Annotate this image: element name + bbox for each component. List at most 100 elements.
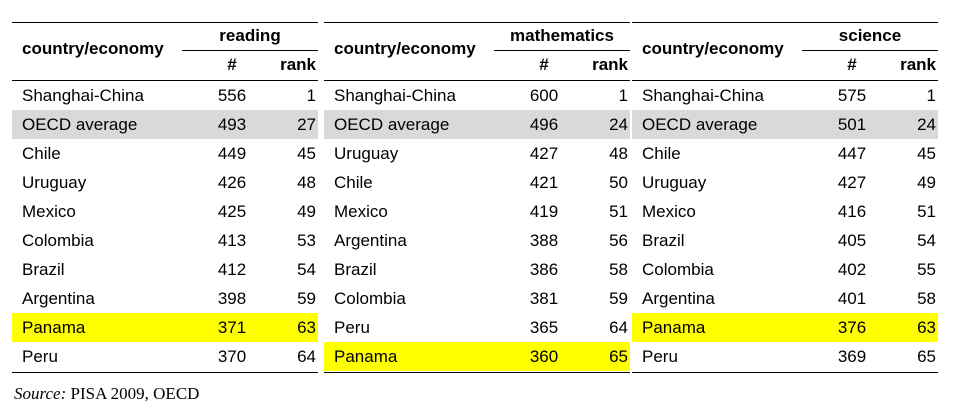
column-header: country/economy xyxy=(334,39,476,58)
source-note: Source: PISA 2009, OECD xyxy=(14,384,199,402)
rank-cell: 45 xyxy=(297,144,316,163)
country-cell: Panama xyxy=(642,318,706,337)
score-cell: 419 xyxy=(529,202,559,221)
header-bottom-rule xyxy=(632,80,938,81)
score-cell: 447 xyxy=(837,144,867,163)
country-cell: Argentina xyxy=(22,289,95,308)
rank-header: rank xyxy=(900,55,936,74)
rank-cell: 56 xyxy=(609,231,628,250)
score-cell: 386 xyxy=(529,260,559,279)
score-cell: 449 xyxy=(217,144,247,163)
score-cell: 398 xyxy=(217,289,247,308)
bottom-rule xyxy=(12,372,318,373)
header-rule xyxy=(182,50,318,51)
rank-cell: 53 xyxy=(297,231,316,250)
score-cell: 381 xyxy=(529,289,559,308)
country-cell: Mexico xyxy=(22,202,76,221)
score-header: # xyxy=(539,55,549,74)
country-cell: OECD average xyxy=(642,115,758,134)
row-highlight xyxy=(12,110,318,139)
rank-cell: 50 xyxy=(609,173,628,192)
score-cell: 493 xyxy=(217,115,247,134)
score-cell: 501 xyxy=(837,115,867,134)
top-rule xyxy=(12,22,318,23)
row-highlight xyxy=(324,342,630,371)
rank-cell: 51 xyxy=(917,202,936,221)
country-cell: Brazil xyxy=(642,231,685,250)
score-cell: 425 xyxy=(217,202,247,221)
rank-cell: 65 xyxy=(609,347,628,366)
country-cell: Uruguay xyxy=(642,173,707,192)
country-cell: Colombia xyxy=(22,231,94,250)
score-cell: 365 xyxy=(529,318,559,337)
rank-cell: 49 xyxy=(917,173,936,192)
header-bottom-rule xyxy=(324,80,630,81)
rank-cell: 24 xyxy=(917,115,936,134)
rank-cell: 63 xyxy=(917,318,936,337)
country-cell: Mexico xyxy=(642,202,696,221)
score-header: # xyxy=(847,55,857,74)
country-cell: Panama xyxy=(334,347,398,366)
country-cell: OECD average xyxy=(22,115,138,134)
country-cell: Argentina xyxy=(334,231,407,250)
score-cell: 360 xyxy=(529,347,559,366)
country-cell: Peru xyxy=(22,347,58,366)
country-cell: Mexico xyxy=(334,202,388,221)
row-highlight xyxy=(632,110,938,139)
country-cell: Uruguay xyxy=(334,144,399,163)
rank-cell: 63 xyxy=(297,318,316,337)
source-text: PISA 2009, OECD xyxy=(70,384,200,402)
score-cell: 556 xyxy=(217,86,247,105)
country-cell: OECD average xyxy=(334,115,450,134)
subject-header: mathematics xyxy=(510,26,614,45)
country-cell: Colombia xyxy=(642,260,714,279)
bottom-rule xyxy=(632,372,938,373)
rank-cell: 27 xyxy=(297,115,316,134)
score-cell: 427 xyxy=(837,173,867,192)
rank-cell: 59 xyxy=(609,289,628,308)
country-cell: Chile xyxy=(22,144,61,163)
country-cell: Panama xyxy=(22,318,86,337)
subject-header: science xyxy=(838,26,902,45)
header-bottom-rule xyxy=(12,80,318,81)
country-cell: Shanghai-China xyxy=(642,86,764,105)
country-cell: Argentina xyxy=(642,289,715,308)
rank-cell: 48 xyxy=(297,173,316,192)
rank-cell: 65 xyxy=(917,347,936,366)
score-cell: 370 xyxy=(217,347,247,366)
country-cell: Shanghai-China xyxy=(334,86,456,105)
rank-cell: 24 xyxy=(609,115,628,134)
country-cell: Brazil xyxy=(334,260,377,279)
rank-cell: 1 xyxy=(306,86,316,105)
rank-header: rank xyxy=(280,55,316,74)
rank-cell: 1 xyxy=(618,86,628,105)
country-cell: Peru xyxy=(334,318,370,337)
score-header: # xyxy=(227,55,237,74)
country-cell: Chile xyxy=(642,144,681,163)
score-cell: 575 xyxy=(837,86,867,105)
score-cell: 401 xyxy=(837,289,867,308)
row-highlight xyxy=(632,313,938,342)
rank-cell: 54 xyxy=(297,260,316,279)
score-cell: 369 xyxy=(837,347,867,366)
score-cell: 426 xyxy=(217,173,247,192)
country-cell: Colombia xyxy=(334,289,406,308)
score-cell: 405 xyxy=(837,231,867,250)
score-cell: 427 xyxy=(529,144,559,163)
column-header: country/economy xyxy=(22,39,164,58)
rank-header: rank xyxy=(592,55,628,74)
score-cell: 388 xyxy=(529,231,559,250)
row-highlight xyxy=(12,313,318,342)
source-label: Source: xyxy=(14,384,67,402)
rank-cell: 1 xyxy=(926,86,936,105)
header-rule xyxy=(494,50,630,51)
rank-cell: 59 xyxy=(297,289,316,308)
score-cell: 416 xyxy=(837,202,867,221)
rank-cell: 64 xyxy=(297,347,316,366)
score-cell: 371 xyxy=(217,318,247,337)
rank-cell: 54 xyxy=(917,231,936,250)
rank-cell: 58 xyxy=(917,289,936,308)
bottom-rule xyxy=(324,372,630,373)
country-cell: Brazil xyxy=(22,260,65,279)
